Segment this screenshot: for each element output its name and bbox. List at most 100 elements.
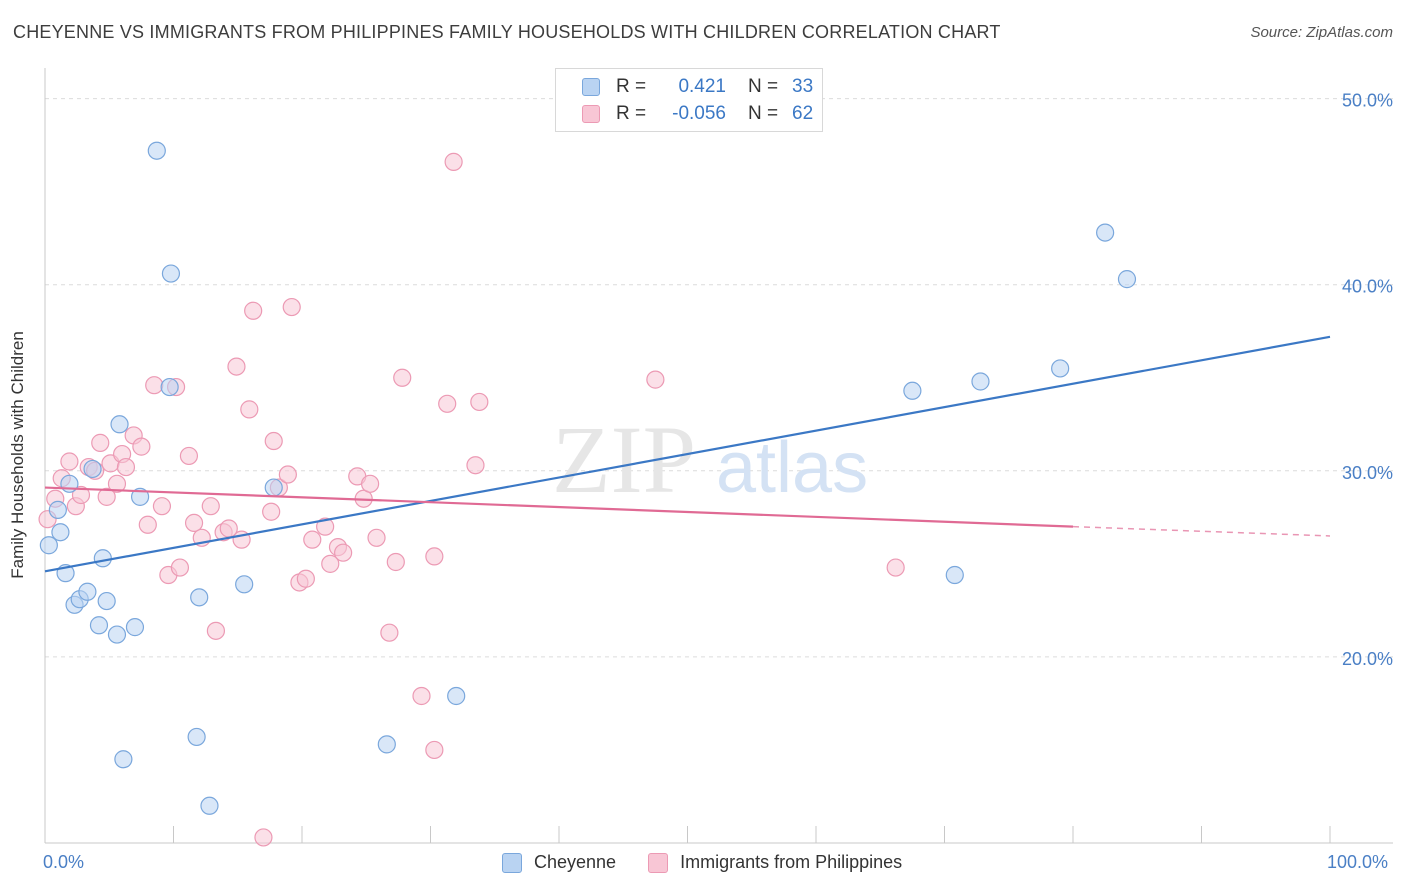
point-philippines (321, 554, 340, 573)
point-philippines (361, 474, 380, 493)
point-philippines (145, 376, 164, 395)
point-philippines (60, 452, 79, 471)
point-cheyenne (971, 372, 990, 391)
point-cheyenne (161, 264, 181, 283)
point-philippines (412, 686, 431, 706)
legend-item-philippines: Immigrants from Philippines (648, 852, 902, 873)
point-philippines (206, 621, 226, 640)
legend-swatch-philippines (648, 852, 669, 873)
series-legend: Cheyenne Immigrants from Philippines (502, 852, 934, 873)
point-philippines (264, 431, 283, 451)
point-philippines (886, 558, 905, 577)
series-philippines (38, 152, 905, 847)
point-philippines (227, 357, 246, 376)
point-cheyenne (78, 582, 97, 601)
legend-r-label: R = (616, 103, 647, 124)
point-philippines (278, 465, 297, 484)
point-cheyenne (1117, 270, 1137, 289)
point-cheyenne (39, 536, 58, 555)
point-cheyenne (97, 591, 116, 611)
point-philippines (466, 456, 485, 475)
legend-n-label: N = (748, 103, 779, 124)
point-cheyenne (235, 575, 254, 594)
legend-n-label: N = (748, 76, 779, 97)
x-tick-label-max: 100.0% (1327, 852, 1389, 872)
point-cheyenne (190, 588, 209, 607)
point-philippines (444, 152, 463, 171)
point-cheyenne (130, 487, 150, 506)
point-philippines (244, 301, 263, 320)
point-philippines (646, 370, 665, 389)
point-philippines (132, 437, 151, 456)
point-cheyenne (903, 381, 922, 400)
point-cheyenne (83, 459, 102, 479)
point-cheyenne (48, 500, 67, 519)
legend-row-philippines: R = -0.056 N = 62 (582, 102, 813, 126)
point-cheyenne (945, 565, 964, 585)
point-philippines (438, 394, 457, 413)
point-philippines (367, 528, 386, 547)
trend-line-cheyenne (44, 335, 1331, 573)
point-philippines (316, 517, 335, 536)
point-philippines (91, 433, 110, 452)
y-tick-labels: 20.0% 30.0% 40.0% 50.0% (1342, 91, 1393, 669)
y-tick-label: 20.0% (1342, 649, 1393, 669)
point-philippines (116, 457, 136, 477)
point-philippines (425, 547, 444, 566)
point-philippines (71, 485, 91, 505)
point-cheyenne (114, 750, 133, 769)
chart-title: CHEYENNE VS IMMIGRANTS FROM PHILIPPINES … (13, 22, 1001, 42)
point-philippines (254, 828, 273, 847)
point-philippines (97, 487, 116, 506)
point-philippines (170, 558, 190, 577)
point-philippines (201, 497, 220, 516)
legend-swatch-philippines (582, 105, 600, 123)
point-cheyenne (107, 625, 127, 644)
legend-item-cheyenne: Cheyenne (502, 852, 616, 873)
point-philippines (138, 515, 157, 534)
trend-lines (44, 335, 1331, 573)
point-philippines (282, 297, 301, 317)
legend-n-value: 62 (792, 103, 814, 124)
x-tick-label-min: 0.0% (43, 852, 85, 872)
watermark: ZIP atlas (552, 406, 868, 513)
point-cheyenne (187, 727, 206, 747)
point-cheyenne (125, 618, 145, 637)
legend-label-cheyenne: Cheyenne (534, 852, 617, 872)
point-cheyenne (447, 686, 466, 706)
point-cheyenne (89, 616, 109, 635)
legend-swatch-cheyenne (502, 852, 522, 873)
y-tick-label: 50.0% (1342, 91, 1393, 111)
point-philippines (303, 530, 322, 549)
gridlines (45, 98, 1393, 658)
point-philippines (184, 513, 204, 533)
point-philippines (107, 474, 127, 493)
trend-line-philippines-extension (1072, 525, 1331, 537)
point-philippines (296, 569, 315, 588)
legend-label-philippines: Immigrants from Philippines (680, 852, 903, 872)
point-cheyenne (110, 415, 129, 434)
point-cheyenne (1051, 359, 1070, 378)
point-philippines (334, 543, 353, 562)
trend-line-philippines (44, 486, 1074, 528)
point-philippines (425, 740, 444, 760)
legend-swatch-cheyenne (582, 78, 600, 96)
point-cheyenne (1096, 223, 1115, 242)
point-cheyenne (264, 478, 283, 497)
point-philippines (179, 446, 199, 466)
source-label: Source: ZipAtlas.com (1250, 24, 1393, 41)
y-tick-label: 40.0% (1342, 277, 1393, 297)
point-philippines (393, 368, 412, 387)
legend-r-label: R = (616, 76, 647, 97)
point-cheyenne (51, 523, 70, 542)
point-cheyenne (377, 735, 396, 754)
legend-n-value: 33 (792, 76, 814, 97)
point-philippines (152, 497, 172, 516)
y-axis-label: Family Households with Children (8, 331, 27, 579)
y-tick-label: 30.0% (1342, 463, 1393, 483)
point-cheyenne (147, 141, 166, 160)
watermark-zip: ZIP (552, 406, 696, 513)
point-philippines (240, 400, 259, 419)
point-philippines (262, 502, 281, 521)
